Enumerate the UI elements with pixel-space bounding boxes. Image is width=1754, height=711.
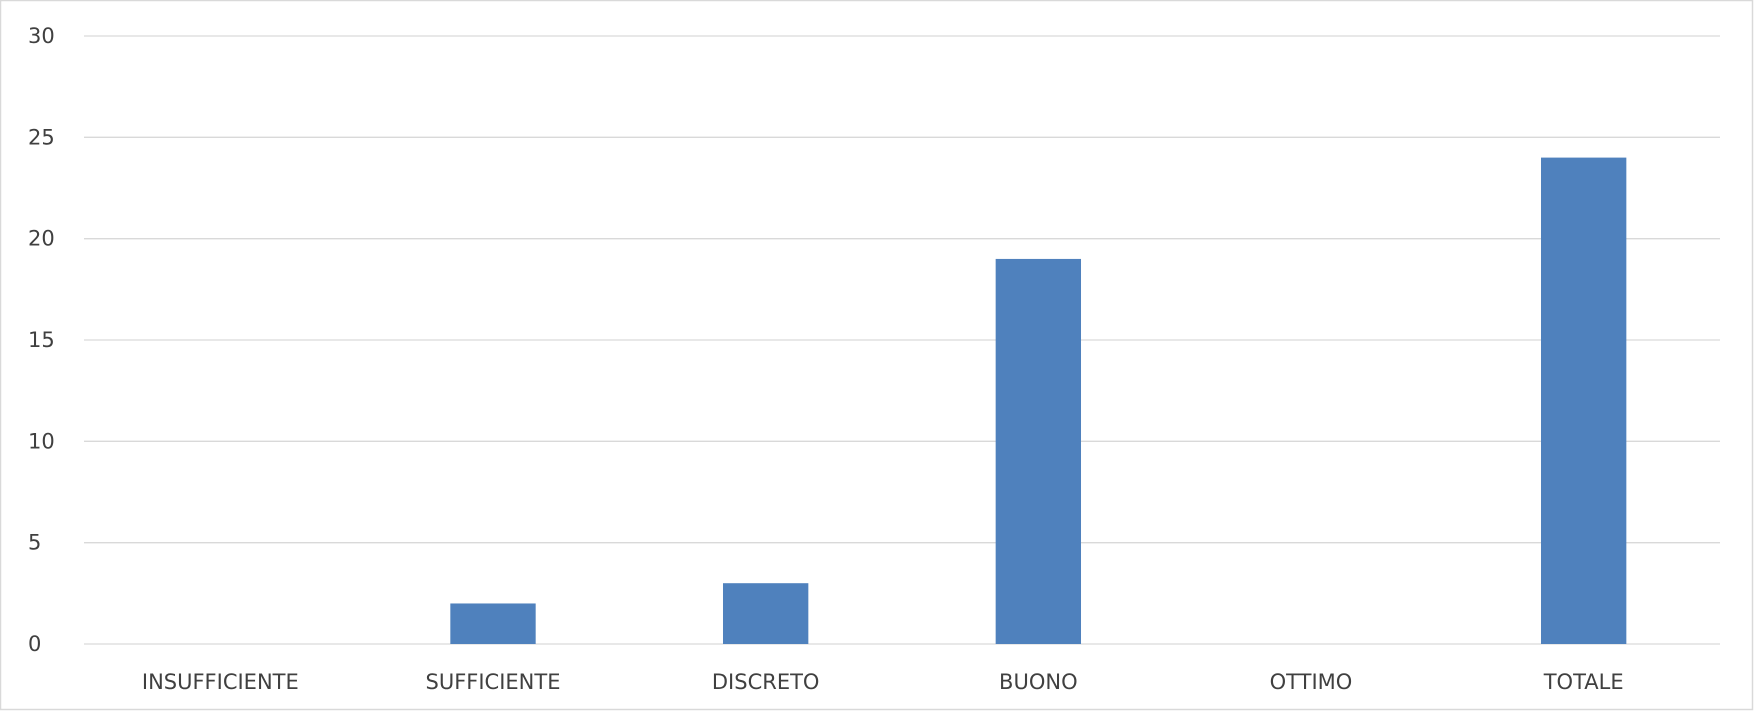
y-tick-label: 5 bbox=[28, 531, 41, 555]
bar-sufficiente bbox=[450, 603, 536, 644]
x-axis-category-labels: INSUFFICIENTE SUFFICIENTE DISCRETO BUONO OTT… bbox=[142, 670, 1624, 694]
gridlines bbox=[84, 35, 1720, 645]
bar-discreto bbox=[722, 583, 809, 644]
y-tick-label: 15 bbox=[28, 328, 55, 352]
x-category-label: OTTIMO bbox=[1270, 670, 1353, 694]
bars bbox=[450, 157, 1627, 644]
y-axis-tick-labels: 0 5 10 15 20 25 30 bbox=[28, 24, 55, 656]
x-category-label: TOTALE bbox=[1543, 670, 1624, 694]
y-tick-label: 30 bbox=[28, 24, 55, 48]
x-category-label: BUONO bbox=[999, 670, 1078, 694]
y-tick-label: 10 bbox=[28, 429, 55, 453]
x-category-label: DISCRETO bbox=[712, 670, 820, 694]
bar-totale bbox=[1540, 157, 1627, 644]
y-tick-label: 20 bbox=[28, 227, 55, 251]
bar-buono bbox=[995, 258, 1082, 644]
x-category-label: SUFFICIENTE bbox=[426, 670, 561, 694]
x-category-label: INSUFFICIENTE bbox=[142, 670, 299, 694]
y-tick-label: 25 bbox=[28, 125, 55, 149]
y-tick-label: 0 bbox=[28, 632, 41, 656]
